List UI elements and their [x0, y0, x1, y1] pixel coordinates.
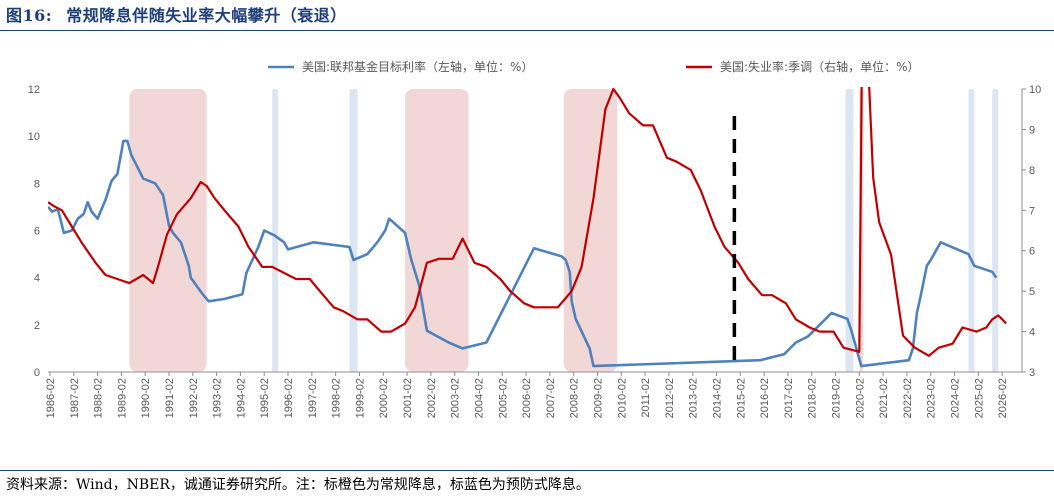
x-tick-label: 1990-02	[140, 378, 152, 418]
x-tick-label: 2005-02	[497, 378, 509, 418]
preventive-band-2	[349, 89, 358, 372]
x-tick-label: 2004-02	[473, 378, 485, 418]
right-tick-label: 3	[1029, 367, 1035, 379]
series-line-2	[48, 87, 1007, 357]
left-tick-label: 8	[34, 178, 40, 190]
source-rule	[0, 470, 1054, 471]
legend-label-1: 美国:联邦基金目标利率（左轴，单位：%）	[302, 59, 533, 74]
x-tick-label: 1996-02	[283, 378, 295, 418]
figure-label: 图16:	[6, 6, 53, 25]
chart: 0 2 4 6 8 10 12 3 4 5 6 7 8 9 10 1986-02 1987-02 1988-02 1…	[28, 59, 1042, 418]
left-tick-label: 0	[34, 367, 40, 379]
x-tick-label: 2009-02	[592, 378, 604, 418]
x-tick-label: 2023-02	[926, 378, 938, 418]
x-tick-label: 2019-02	[831, 378, 843, 418]
left-tick-label: 2	[34, 320, 40, 332]
legend-label-2: 美国:失业率:季调（右轴，单位：%）	[720, 59, 920, 74]
source-note: 资料来源：Wind，NBER，诚通证券研究所。注：标橙色为常规降息，标蓝色为预防…	[6, 477, 590, 493]
recession-band-3	[563, 89, 618, 372]
x-tick-label: 1987-02	[69, 378, 81, 418]
figure-title: 图16: 常规降息伴随失业率大幅攀升（衰退）	[6, 2, 347, 26]
figure-title-text: 常规降息伴随失业率大幅攀升（衰退）	[66, 6, 347, 25]
x-tick-label: 2001-02	[402, 378, 414, 418]
right-tick-label: 8	[1029, 165, 1035, 177]
x-tick-label: 2026-02	[997, 378, 1009, 418]
x-tick-label: 2012-02	[664, 378, 676, 418]
x-tick-label: 1995-02	[259, 378, 271, 418]
x-tick-label: 1997-02	[307, 378, 319, 418]
preventive-band-1	[272, 89, 279, 372]
x-tick-label: 2024-02	[950, 378, 962, 418]
right-tick-label: 9	[1029, 124, 1035, 136]
x-tick-label: 2018-02	[807, 378, 819, 418]
left-tick-label: 10	[28, 131, 40, 143]
x-tick-label: 1988-02	[93, 378, 105, 418]
legend: 美国:联邦基金目标利率（左轴，单位：%） 美国:失业率:季调（右轴，单位：%）	[268, 59, 920, 74]
x-tick-label: 1993-02	[212, 378, 224, 418]
highlight-bands	[129, 89, 999, 372]
right-tick-label: 10	[1029, 84, 1041, 96]
x-tick-label: 1989-02	[116, 378, 128, 418]
x-tick-label: 1994-02	[235, 378, 247, 418]
x-tick-label: 2006-02	[521, 378, 533, 418]
x-tick-label: 2015-02	[735, 378, 747, 418]
axes: 0 2 4 6 8 10 12 3 4 5 6 7 8 9 10 1986-02 1987-02 1988-02 1…	[28, 84, 1042, 418]
x-tick-label: 2002-02	[426, 378, 438, 418]
x-tick-label: 2014-02	[712, 378, 724, 418]
series-lines	[48, 87, 1007, 368]
x-tick-label: 2003-02	[450, 378, 462, 418]
x-tick-label: 2025-02	[973, 378, 985, 418]
x-tick-label: 2016-02	[759, 378, 771, 418]
x-tick-label: 1998-02	[331, 378, 343, 418]
x-tick-label: 2021-02	[878, 378, 890, 418]
right-tick-label: 4	[1029, 327, 1035, 339]
right-tick-label: 6	[1029, 246, 1035, 258]
x-tick-label: 2017-02	[783, 378, 795, 418]
right-tick-label: 5	[1029, 286, 1035, 298]
x-tick-label: 2020-02	[854, 378, 866, 418]
left-tick-label: 4	[34, 273, 40, 285]
preventive-band-3	[845, 89, 854, 372]
x-tick-label: 2022-02	[902, 378, 914, 418]
preventive-band-5	[992, 89, 999, 372]
x-tick-label: 2007-02	[545, 378, 557, 418]
series-line-1	[48, 139, 998, 368]
right-tick-label: 7	[1029, 205, 1035, 217]
x-tick-label: 1986-02	[45, 378, 57, 418]
x-tick-label: 1992-02	[188, 378, 200, 418]
left-tick-label: 12	[28, 84, 40, 96]
preventive-band-4	[968, 89, 975, 372]
x-tick-label: 2013-02	[688, 378, 700, 418]
title-rule	[0, 30, 1054, 31]
x-tick-label: 2011-02	[640, 378, 652, 418]
x-tick-label: 1999-02	[354, 378, 366, 418]
x-tick-label: 2008-02	[569, 378, 581, 418]
recession-band-2	[405, 89, 469, 372]
x-tick-label: 2000-02	[378, 378, 390, 418]
x-tick-label: 1991-02	[164, 378, 176, 418]
x-tick-label: 2010-02	[616, 378, 628, 418]
left-tick-label: 6	[34, 226, 40, 238]
